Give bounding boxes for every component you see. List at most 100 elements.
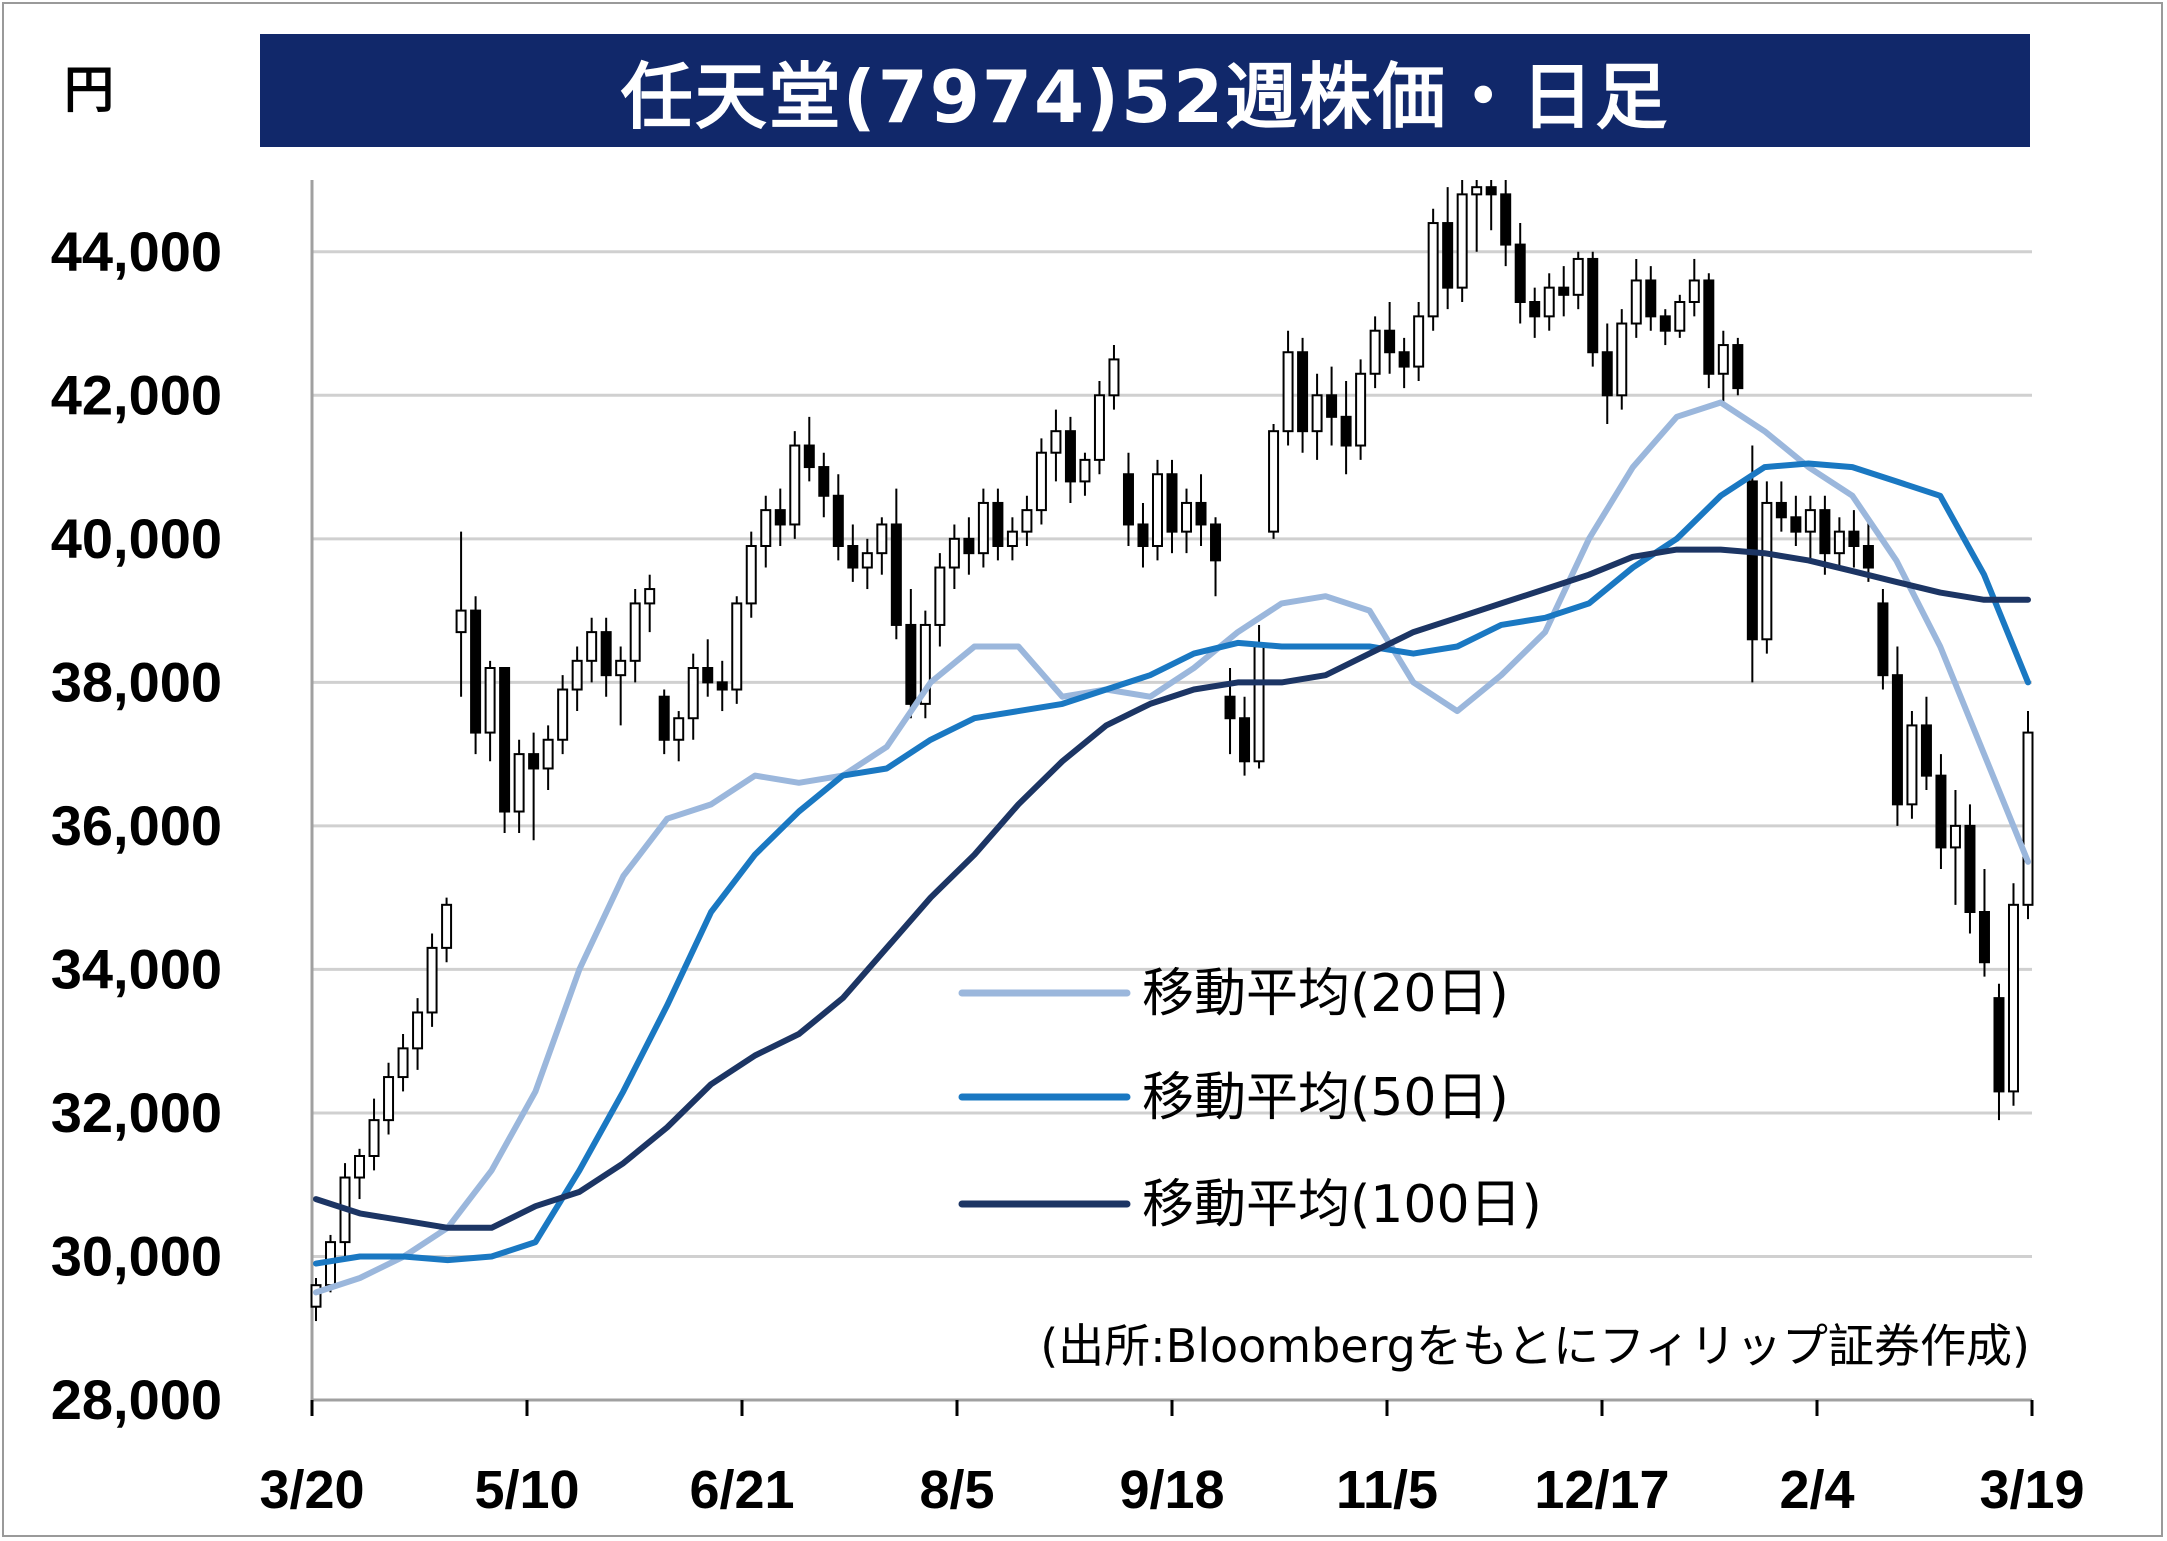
- candle-body: [1775, 501, 1787, 519]
- y-tick-label: 32,000: [51, 1081, 222, 1144]
- y-tick-label: 34,000: [51, 937, 222, 1000]
- candle-body: [1224, 695, 1236, 720]
- y-tick-label: 36,000: [51, 794, 222, 857]
- candle-body: [1079, 458, 1091, 483]
- candle-body: [1819, 509, 1831, 555]
- candle-body: [484, 667, 496, 734]
- candle-body: [1659, 315, 1671, 332]
- candle-body: [1514, 243, 1526, 304]
- source-note: (出所:Bloombergをもとにフィリップ証券作成): [1040, 1319, 2030, 1373]
- candle-body: [673, 717, 685, 741]
- candle-body: [702, 667, 714, 684]
- candle-body: [1572, 257, 1584, 296]
- candle-body: [1906, 724, 1918, 806]
- candle-body: [1050, 430, 1062, 454]
- candle-body: [571, 659, 583, 691]
- moving-average-line: [313, 460, 2031, 1267]
- candle-body: [832, 494, 844, 548]
- candle-body: [1587, 257, 1599, 354]
- y-tick-label: 28,000: [51, 1368, 222, 1431]
- axes: [310, 180, 2034, 1416]
- legend-label: 移動平均(50日): [1142, 1068, 1509, 1128]
- candle-body: [1471, 186, 1483, 196]
- candle-body: [426, 946, 438, 1014]
- candle-body: [992, 501, 1004, 547]
- candle-body: [1355, 372, 1367, 447]
- candle-body: [1282, 351, 1294, 433]
- candle-body: [1804, 509, 1816, 533]
- candle-body: [1833, 530, 1845, 555]
- x-tick-label: 3/20: [259, 1460, 364, 1520]
- candle-body: [1384, 329, 1396, 354]
- candle-body: [1442, 222, 1454, 289]
- candle-body: [1848, 530, 1860, 547]
- candle-body: [1558, 286, 1570, 296]
- candle-body: [1181, 501, 1193, 533]
- candlestick-series: [310, 180, 2034, 1322]
- candle-body: [2007, 903, 2019, 1093]
- candle-body: [470, 609, 482, 734]
- candle-body: [1920, 724, 1932, 777]
- candle-body: [1645, 279, 1657, 318]
- x-tick-label: 5/10: [474, 1460, 579, 1520]
- candle-body: [1195, 501, 1207, 526]
- candle-body: [977, 501, 989, 555]
- candle-body: [1949, 824, 1961, 849]
- candle-body: [1151, 473, 1163, 547]
- candle-body: [745, 545, 757, 605]
- candle-body: [1268, 430, 1280, 533]
- candle-body: [1340, 415, 1352, 447]
- candle-body: [1413, 315, 1425, 368]
- candle-body: [731, 602, 743, 691]
- candle-body: [1122, 473, 1134, 526]
- y-tick-label: 40,000: [51, 507, 222, 570]
- candle-body: [774, 509, 786, 526]
- candle-body: [803, 444, 815, 469]
- candle-body: [1500, 193, 1512, 246]
- candle-body: [1935, 774, 1947, 849]
- candle-body: [1674, 301, 1686, 332]
- candle-body: [890, 523, 902, 626]
- candle-body: [934, 566, 946, 626]
- candle-body: [948, 537, 960, 569]
- candle-body: [1688, 279, 1700, 303]
- candle-body: [760, 509, 772, 547]
- candle-body: [818, 466, 830, 497]
- x-tick-labels: 3/20 5/10 6/21 8/5 9/18 11/5 12/17 2/4 3/19: [259, 1460, 2084, 1520]
- candle-body: [1601, 351, 1613, 397]
- candle-body: [789, 444, 801, 526]
- candle-body: [1746, 480, 1758, 641]
- candle-body: [1210, 523, 1222, 562]
- candle-body: [1485, 186, 1497, 196]
- candle-body: [1630, 279, 1642, 325]
- candle-body: [1311, 394, 1323, 433]
- candle-body: [687, 667, 699, 720]
- x-tick-label: 9/18: [1119, 1460, 1224, 1520]
- y-tick-label: 44,000: [51, 220, 222, 283]
- candle-body: [1616, 322, 1628, 397]
- x-tick-label: 8/5: [919, 1460, 994, 1520]
- candle-body: [1108, 358, 1120, 397]
- candle-body: [600, 631, 612, 677]
- candle-body: [716, 681, 728, 691]
- x-tick-label: 3/19: [1979, 1460, 2084, 1520]
- legend: 移動平均(20日) 移動平均(50日) 移動平均(100日): [958, 964, 1542, 1235]
- x-tick-label: 2/4: [1779, 1460, 1854, 1520]
- candle-body: [1137, 523, 1149, 547]
- candle-body: [1456, 193, 1468, 289]
- candle-body: [1093, 394, 1105, 461]
- candle-body: [368, 1119, 380, 1158]
- candle-body: [1891, 674, 1903, 806]
- x-tick-label: 6/21: [689, 1460, 794, 1520]
- moving-average-line: [313, 546, 2031, 1231]
- candle-body: [1369, 329, 1381, 375]
- moving-average-lines: [313, 399, 2031, 1296]
- candle-body: [1398, 351, 1410, 368]
- y-tick-labels: 28,000 30,000 32,000 34,000 36,000 38,000 40,0…: [51, 220, 222, 1431]
- candle-body: [397, 1047, 409, 1079]
- legend-label: 移動平均(100日): [1142, 1175, 1542, 1235]
- candle-body: [441, 903, 453, 949]
- candle-body: [847, 545, 859, 569]
- candle-body: [1761, 501, 1773, 641]
